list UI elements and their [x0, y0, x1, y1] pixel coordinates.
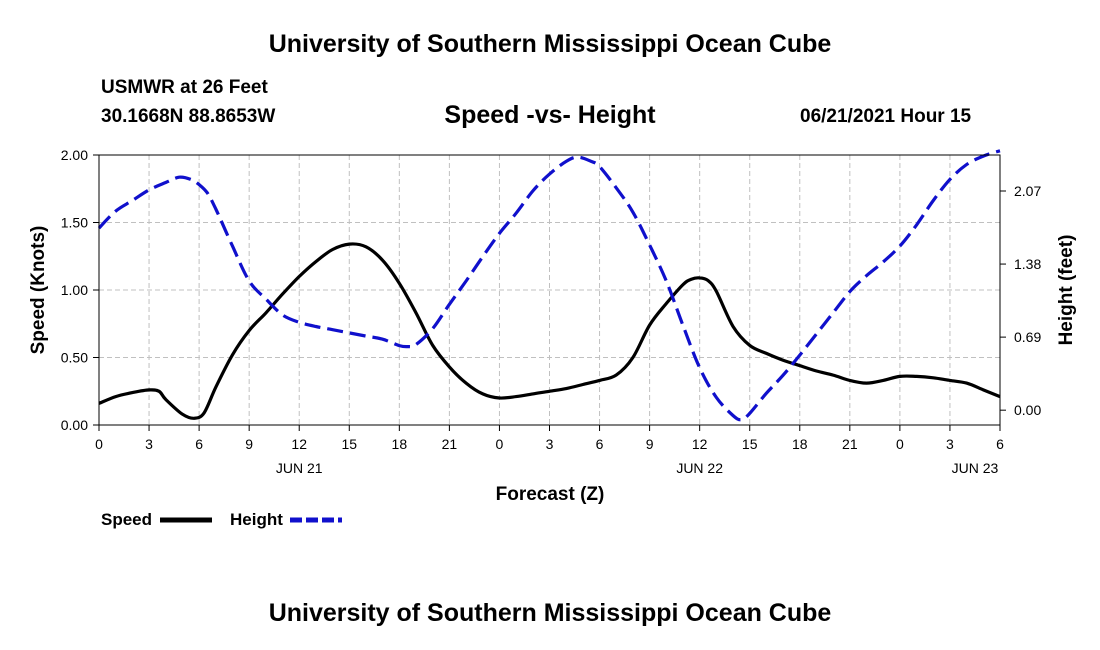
x-tick-label: 6 — [996, 436, 1004, 452]
y-tick-label-right: 1.38 — [1014, 256, 1041, 272]
x-tick-label: 18 — [392, 436, 408, 452]
y-tick-label-left: 1.00 — [61, 282, 88, 298]
x-tick-label: 9 — [646, 436, 654, 452]
chart-legend: Speed Height — [101, 510, 342, 529]
station-label: USMWR at 26 Feet — [101, 77, 268, 98]
plot-frame — [98, 154, 1001, 426]
y-tick-label-left: 0.50 — [61, 350, 88, 366]
x-tick-label: 6 — [195, 436, 203, 452]
date-label: JUN 23 — [952, 460, 999, 476]
x-tick-label: 3 — [946, 436, 954, 452]
date-label: JUN 22 — [676, 460, 723, 476]
x-tick-label: 15 — [341, 436, 357, 452]
x-tick-label: 0 — [896, 436, 904, 452]
x-tick-label: 3 — [145, 436, 153, 452]
x-tick-label: 6 — [596, 436, 604, 452]
x-tick-label: 21 — [442, 436, 458, 452]
y-tick-label-right: 0.00 — [1014, 402, 1041, 418]
footer-title: University of Southern Mississippi Ocean… — [268, 599, 832, 627]
x-tick-label: 0 — [95, 436, 103, 452]
series-line-speed — [98, 242, 1001, 420]
date-label: JUN 21 — [276, 460, 323, 476]
page-title: University of Southern Mississippi Ocean… — [268, 30, 832, 58]
station-coordinates: 30.1668N 88.8653W — [101, 106, 276, 127]
axis-ticks — [93, 154, 1006, 431]
x-tick-label: 3 — [546, 436, 554, 452]
series-lines — [97, 149, 1001, 422]
forecast-datetime: 06/21/2021 Hour 15 — [800, 106, 972, 127]
x-tick-label: 12 — [692, 436, 708, 452]
series-line-height — [97, 149, 1001, 422]
y-tick-label-left: 1.50 — [61, 215, 88, 231]
legend-label-speed: Speed — [101, 510, 152, 529]
y-tick-label-left: 0.00 — [61, 417, 88, 433]
x-tick-label: 18 — [792, 436, 808, 452]
x-tick-label: 21 — [842, 436, 858, 452]
x-tick-label: 15 — [742, 436, 758, 452]
axis-labels: 0 3 6 9 12 15 18 21 0 3 6 9 12 15 18 21 0 3 6 JUN 21 JUN 22 J… — [61, 147, 1042, 476]
legend-label-height: Height — [230, 510, 283, 529]
x-tick-label: 9 — [245, 436, 253, 452]
y-tick-label-left: 2.00 — [61, 147, 88, 163]
y-axis-title-left: Speed (Knots) — [28, 226, 49, 355]
y-tick-label-right: 0.69 — [1014, 329, 1041, 345]
x-axis-title: Forecast (Z) — [496, 484, 605, 505]
y-tick-label-right: 2.07 — [1014, 183, 1041, 199]
y-axis-title-right: Height (feet) — [1056, 235, 1077, 346]
chart-title: Speed -vs- Height — [444, 101, 656, 129]
x-tick-label: 0 — [496, 436, 504, 452]
x-tick-label: 12 — [291, 436, 307, 452]
